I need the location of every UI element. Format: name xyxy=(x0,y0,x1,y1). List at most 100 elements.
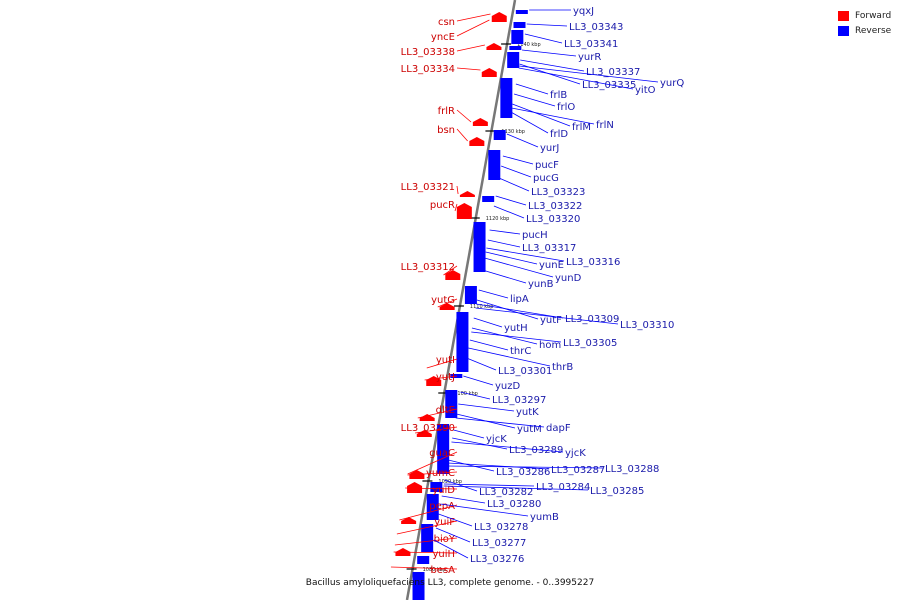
forward-gene-leader xyxy=(454,203,458,212)
reverse-gene-block xyxy=(511,30,524,44)
reverse-gene-block xyxy=(515,10,528,14)
legend: Forward Reverse xyxy=(838,8,891,38)
reverse-gene-block xyxy=(507,52,520,68)
reverse-gene-block xyxy=(482,196,495,202)
reverse-gene-leader xyxy=(486,247,565,262)
reverse-gene-label: LL3_03287 xyxy=(551,465,605,476)
reverse-gene-label: LL3_03310 xyxy=(620,320,674,331)
forward-gene-label: yuiH xyxy=(432,549,455,560)
reverse-gene-label: frlD xyxy=(550,129,568,140)
reverse-gene-label: LL3_03320 xyxy=(526,214,580,225)
reverse-gene-leader xyxy=(451,441,564,453)
forward-gene-label: yutG xyxy=(431,295,455,306)
legend-item-forward: Forward xyxy=(838,8,891,23)
forward-gene-label: dltE xyxy=(436,405,455,416)
reverse-gene-label: LL3_03288 xyxy=(605,464,659,475)
reverse-gene-leader xyxy=(478,289,509,299)
forward-gene-block xyxy=(416,430,432,437)
forward-gene-block xyxy=(486,43,502,50)
reverse-gene-label: yurR xyxy=(578,52,601,63)
reverse-gene-label: yqxJ xyxy=(573,6,594,17)
reverse-gene-leader xyxy=(484,257,554,278)
forward-gene-block xyxy=(491,12,507,22)
forward-gene-leader xyxy=(456,185,459,195)
forward-gene-block xyxy=(419,414,435,421)
reverse-gene-leader xyxy=(448,459,495,472)
reverse-gene-leader xyxy=(447,462,550,470)
reverse-gene-label: LL3_03280 xyxy=(487,499,541,510)
reverse-gene-label: yurQ xyxy=(660,78,684,89)
reverse-gene-leader xyxy=(476,299,539,320)
reverse-gene-label: LL3_03317 xyxy=(522,243,576,254)
reverse-gene-label: hom xyxy=(539,340,561,351)
forward-gene-leader xyxy=(407,451,458,475)
reverse-gene-label: LL3_03309 xyxy=(565,314,619,325)
forward-gene-label: frlR xyxy=(438,106,455,117)
reverse-gene-leader xyxy=(485,251,538,265)
reverse-gene-leader xyxy=(520,59,585,72)
reverse-gene-block xyxy=(473,222,486,272)
reverse-gene-leader xyxy=(518,67,634,90)
reverse-gene-leader xyxy=(521,49,577,57)
reverse-gene-leader xyxy=(453,429,485,439)
legend-item-reverse: Reverse xyxy=(838,23,891,38)
reverse-gene-leader xyxy=(452,437,508,450)
forward-gene-leader xyxy=(456,128,468,142)
forward-gene-label: bsn xyxy=(437,125,455,136)
reverse-gene-label: yjcK xyxy=(565,448,586,459)
forward-gene-label: csn xyxy=(438,17,455,28)
reverse-gene-block xyxy=(412,572,425,600)
reverse-gene-block xyxy=(493,130,506,140)
reverse-gene-block xyxy=(417,556,430,564)
reverse-gene-leader xyxy=(515,83,549,95)
forward-gene-block xyxy=(407,482,423,493)
forward-gene-label: guaC xyxy=(429,448,455,459)
axis-tick-label: 1080 kbp xyxy=(423,567,447,573)
reverse-gene-label: yuzD xyxy=(495,381,521,392)
reverse-gene-block xyxy=(430,482,443,492)
reverse-gene-leader xyxy=(440,503,529,517)
reverse-gene-label: yutF xyxy=(540,315,562,326)
axis-tick-label: 1140 kbp xyxy=(517,42,541,48)
reverse-gene-leader xyxy=(438,513,473,527)
reverse-gene-leader xyxy=(435,527,471,543)
forward-gene-block xyxy=(401,517,417,524)
reverse-gene-leader xyxy=(495,195,527,206)
forward-gene-label: LL3_03290 xyxy=(401,423,455,434)
reverse-gene-leader xyxy=(482,269,527,284)
axis-tick-label: 1100 kbp xyxy=(454,391,478,397)
reverse-gene-leader xyxy=(460,391,491,400)
reverse-gene-label: yunD xyxy=(555,273,582,284)
forward-gene-leader xyxy=(426,358,458,369)
legend-label: Reverse xyxy=(855,25,892,36)
reverse-gene-leader xyxy=(443,485,589,491)
reverse-gene-leader xyxy=(511,107,595,125)
forward-gene-block xyxy=(459,191,475,197)
forward-gene-leader xyxy=(393,551,458,554)
legend-swatch xyxy=(838,10,849,21)
reverse-gene-leader xyxy=(506,133,539,148)
reverse-gene-label: dapF xyxy=(546,423,571,434)
reverse-gene-block xyxy=(509,46,522,50)
reverse-gene-label: LL3_03286 xyxy=(496,467,550,478)
reverse-gene-block xyxy=(426,494,439,520)
reverse-gene-leader xyxy=(455,417,545,428)
forward-gene-leader xyxy=(456,19,490,37)
reverse-gene-label: yitO xyxy=(635,85,656,96)
reverse-gene-leader xyxy=(512,103,571,127)
reverse-gene-label: thrB xyxy=(552,362,573,373)
axis-tick-label: 1110 kbp xyxy=(470,304,494,310)
genome-caption: Bacillus amyloliquefaciens LL3, complete… xyxy=(305,578,595,588)
forward-gene-label: LL3_03321 xyxy=(401,182,455,193)
reverse-gene-label: LL3_03337 xyxy=(586,67,640,78)
reverse-gene-label: lipA xyxy=(510,294,529,305)
reverse-gene-leader xyxy=(510,111,549,134)
reverse-gene-block xyxy=(513,22,526,28)
reverse-gene-block xyxy=(464,286,477,304)
reverse-gene-leader xyxy=(475,307,619,325)
reverse-gene-leader xyxy=(493,205,525,219)
forward-gene-leader xyxy=(456,13,491,22)
reverse-gene-leader xyxy=(463,375,494,386)
forward-gene-label: yuiF xyxy=(434,517,455,528)
